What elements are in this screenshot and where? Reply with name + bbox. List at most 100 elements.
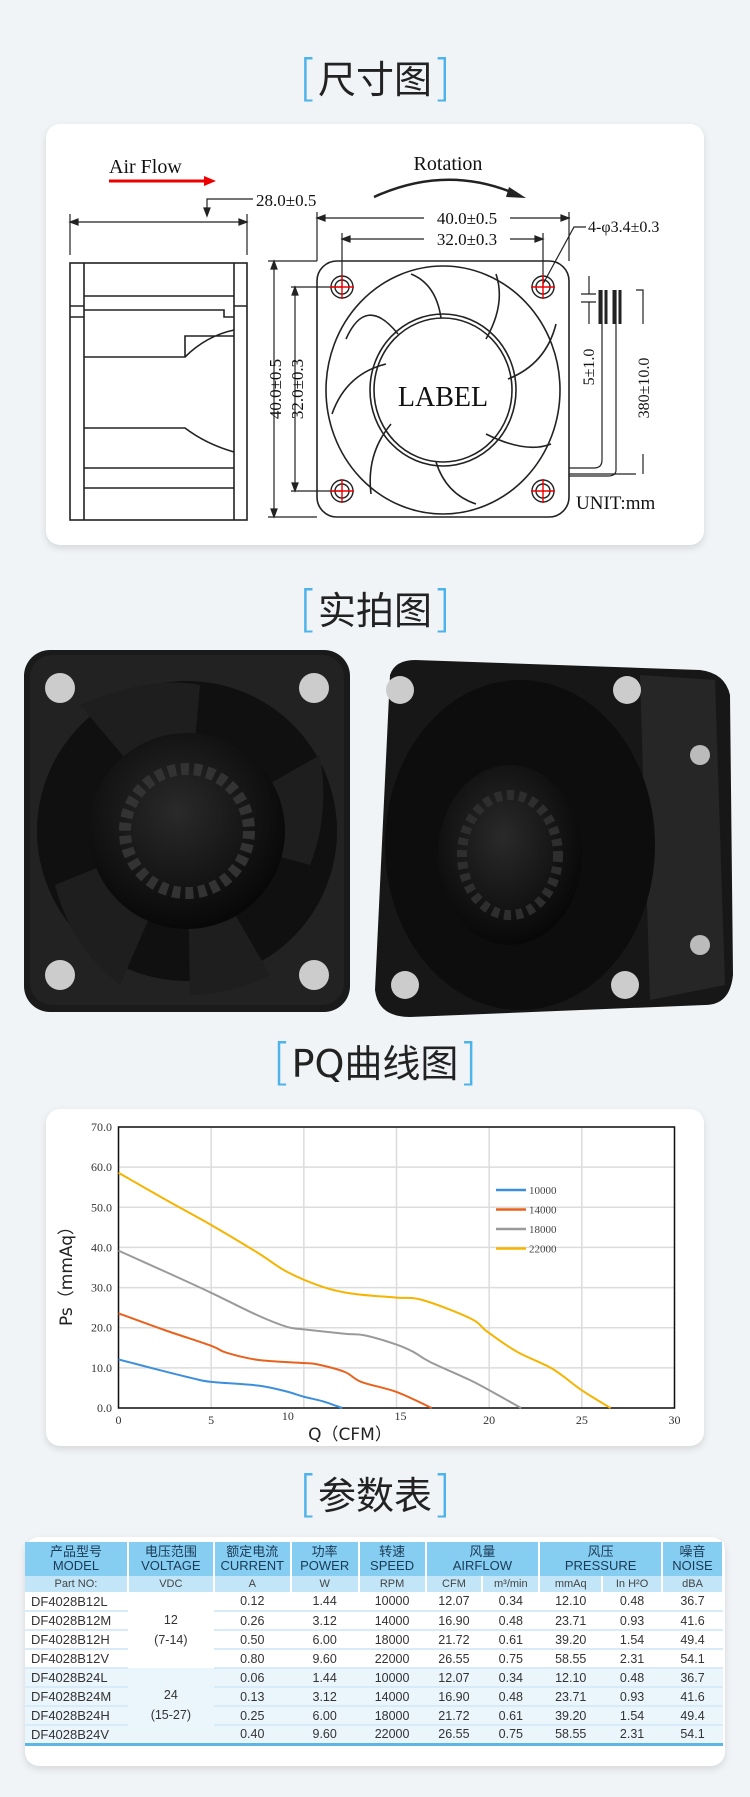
value-cell: 22000 [358, 1649, 426, 1669]
table-row: DF4028B12H 0.50 6.00 18000 21.72 0.61 39.20 1.5… [25, 1630, 723, 1650]
model-cell: DF4028B12V [25, 1649, 128, 1669]
column-header: 转速 SPEED [358, 1542, 427, 1576]
table-row: DF4028B24L 24 (15-27) 0.06 1.44 10000 12.07 0.3… [25, 1668, 723, 1746]
unit-header: W [290, 1576, 360, 1592]
model-cell: DF4028B24V [25, 1725, 128, 1746]
header-en: NOISE [672, 1558, 713, 1573]
section-title-pq-curve: [PQ曲线图] [272, 1033, 478, 1091]
value-cell: 26.55 [425, 1649, 483, 1669]
value-cell: 21.72 [425, 1630, 483, 1650]
value-cell: 2.31 [602, 1649, 663, 1669]
header-cn: 转速 [379, 1544, 406, 1559]
value-cell: 18000 [358, 1630, 426, 1650]
voltage-range: (15-27) [150, 1708, 191, 1723]
y-axis-label: Ps（mmAq） [57, 1218, 77, 1326]
header-en: MODEL [52, 1558, 100, 1573]
thickness-dimension: 28.0±0.5 [256, 191, 316, 210]
value-cell: 0.26 [213, 1611, 291, 1631]
x-tick-label: 0 [116, 1413, 122, 1427]
column-header: 风压 PRESSURE [539, 1542, 664, 1576]
value-cell: 21.72 [425, 1706, 483, 1726]
header-cn: 电压范围 [144, 1544, 197, 1559]
value-cell: 14000 [358, 1611, 426, 1631]
header-en: CURRENT [220, 1558, 285, 1573]
value-cell: 12.10 [539, 1668, 603, 1688]
header-en: SPEED [370, 1558, 415, 1573]
model-cell: DF4028B24M [25, 1687, 128, 1707]
product-photos [24, 650, 733, 1017]
x-tick-label: 15 [395, 1409, 407, 1423]
column-header: 噪音 NOISE [662, 1542, 724, 1576]
table-row: DF4028B24V 0.40 9.60 22000 26.55 0.75 58.55 2.3… [25, 1725, 723, 1746]
y-tick-label: 20.0 [91, 1321, 112, 1335]
value-cell: 14000 [358, 1687, 426, 1707]
model-cell: DF4028B12H [25, 1630, 128, 1650]
value-cell: 0.48 [602, 1668, 663, 1688]
header-cn: 风量 [469, 1544, 496, 1559]
value-cell: 12.07 [425, 1668, 483, 1688]
value-cell: 9.60 [290, 1725, 359, 1746]
voltage-nominal: 24 [163, 1688, 178, 1703]
unit-header: A [213, 1576, 292, 1592]
model-cell: DF4028B24L [25, 1668, 128, 1688]
column-header: 功率 POWER [290, 1542, 360, 1576]
value-cell: 26.55 [425, 1725, 483, 1746]
series-line-14000 [118, 1312, 433, 1409]
model-cell: DF4028B24H [25, 1706, 128, 1726]
legend-label: 18000 [529, 1224, 557, 1236]
section-title-photos: [实拍图] [298, 580, 452, 638]
strip-length-dimension: 5±1.0 [581, 349, 598, 386]
legend-label: 10000 [529, 1185, 557, 1197]
table-row: DF4028B12L 12 (7-14) 0.12 1.44 10000 12.07 0.34… [25, 1592, 723, 1668]
voltage-cell: 24 (15-27) [127, 1668, 214, 1746]
fan-photo-front [24, 650, 350, 1012]
value-cell: 6.00 [290, 1630, 359, 1650]
y-tick-label: 70.0 [91, 1120, 112, 1134]
value-cell: 54.1 [662, 1649, 723, 1669]
x-tick-label: 10 [282, 1409, 294, 1423]
y-tick-label: 30.0 [91, 1281, 112, 1295]
value-cell: 58.55 [539, 1649, 603, 1669]
series-line-22000 [118, 1171, 612, 1409]
header-en: AIRFLOW [452, 1558, 512, 1573]
value-cell: 0.40 [213, 1725, 291, 1746]
fan-side-view [69, 262, 248, 521]
value-cell: 10000 [358, 1668, 426, 1688]
table-row: DF4028B24H 0.25 6.00 18000 21.72 0.61 39.20 1.5… [25, 1706, 723, 1726]
y-tick-label: 0.0 [97, 1401, 112, 1415]
section-title-spec-table: [参数表] [298, 1465, 452, 1523]
table-row: DF4028B12M 0.26 3.12 14000 16.90 0.48 23.71 0.9… [25, 1611, 723, 1631]
unit-header: m³/min [482, 1576, 541, 1592]
value-cell: 1.54 [602, 1630, 663, 1650]
unit-header: RPM [358, 1576, 427, 1592]
outer-width-dimension: 40.0±0.5 [437, 209, 497, 228]
header-cn: 风压 [587, 1544, 614, 1559]
value-cell: 9.60 [290, 1649, 359, 1669]
unit-label: UNIT:mm [576, 493, 655, 514]
voltage-range: (7-14) [154, 1633, 188, 1647]
value-cell: 0.48 [482, 1687, 540, 1707]
header-cn: 功率 [311, 1544, 338, 1559]
value-cell: 0.93 [602, 1687, 663, 1707]
fan-front-view [316, 260, 570, 518]
value-cell: 0.61 [482, 1630, 540, 1650]
value-cell: 54.1 [662, 1725, 723, 1746]
lead-wires [569, 276, 644, 477]
value-cell: 49.4 [662, 1630, 723, 1650]
value-cell: 36.7 [662, 1592, 723, 1612]
column-header: 风量 AIRFLOW [425, 1542, 541, 1576]
spec-table: 产品型号 MODEL 电压范围 VOLTAGE 额定电流 CURRENT 功率 POWER 转速… [25, 1542, 724, 1746]
header-en: PRESSURE [564, 1558, 637, 1573]
value-cell: 0.25 [213, 1706, 291, 1726]
header-cn: 额定电流 [226, 1544, 279, 1559]
value-cell: 22000 [358, 1725, 426, 1746]
rotation-label: Rotation [414, 153, 483, 175]
value-cell: 23.71 [539, 1611, 603, 1631]
value-cell: 41.6 [662, 1611, 723, 1631]
fan-photo-angled [375, 660, 733, 1017]
header-cn: 噪音 [679, 1544, 706, 1559]
value-cell: 0.61 [482, 1706, 540, 1726]
value-cell: 0.34 [482, 1592, 540, 1612]
unit-header: In H²O [602, 1576, 664, 1592]
series-line-18000 [118, 1249, 522, 1409]
